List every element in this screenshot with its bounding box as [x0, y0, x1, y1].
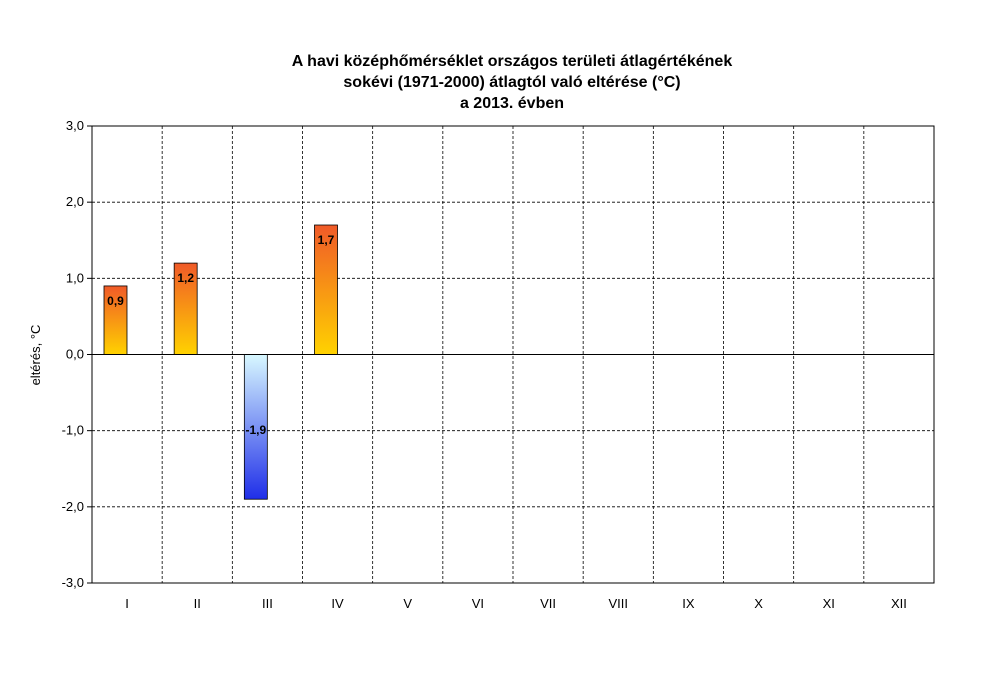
title-line-3: a 2013. évben: [460, 95, 564, 112]
y-tick-label: 1,0: [66, 270, 84, 285]
x-tick-label: IX: [682, 596, 695, 611]
data-label: 0,9: [107, 294, 124, 308]
bars: [103, 224, 338, 500]
grid: [92, 126, 934, 583]
x-tick-label: X: [754, 596, 763, 611]
y-tick-label: 2,0: [66, 194, 84, 209]
x-tick-label: I: [125, 596, 129, 611]
x-tick-label: III: [262, 596, 273, 611]
y-tick-label: -2,0: [62, 499, 84, 514]
x-tick-label: IV: [331, 596, 344, 611]
data-label: 1,2: [177, 271, 194, 285]
x-tick-label: V: [403, 596, 412, 611]
chart-title: A havi középhőmérséklet országos terület…: [292, 53, 733, 112]
y-tick-label: -3,0: [62, 575, 84, 590]
y-tick-label: 0,0: [66, 347, 84, 362]
data-label: -1,9: [245, 423, 266, 437]
title-line-1: A havi középhőmérséklet országos terület…: [292, 53, 733, 70]
x-tick-label: XII: [891, 596, 907, 611]
x-tick-label: VI: [472, 596, 484, 611]
x-tick-label: II: [194, 596, 201, 611]
y-tick-labels: 3,0 2,0 1,0 0,0 -1,0 -2,0 -3,0: [62, 118, 84, 590]
x-tick-label: VII: [540, 596, 556, 611]
y-axis-label: eltérés, °C: [28, 325, 43, 386]
x-tick-labels: I II III IV V VI VII VIII IX X XI XII: [125, 596, 907, 611]
x-tick-label: VIII: [608, 596, 628, 611]
title-line-2: sokévi (1971-2000) átlagtól való eltérés…: [343, 74, 680, 91]
y-tick-label: -1,0: [62, 423, 84, 438]
data-label: 1,7: [318, 233, 335, 247]
y-tick-label: 3,0: [66, 118, 84, 133]
x-tick-label: XI: [823, 596, 835, 611]
axes: [87, 125, 935, 584]
data-labels: 0,9 1,2 -1,9 1,7: [107, 233, 335, 437]
